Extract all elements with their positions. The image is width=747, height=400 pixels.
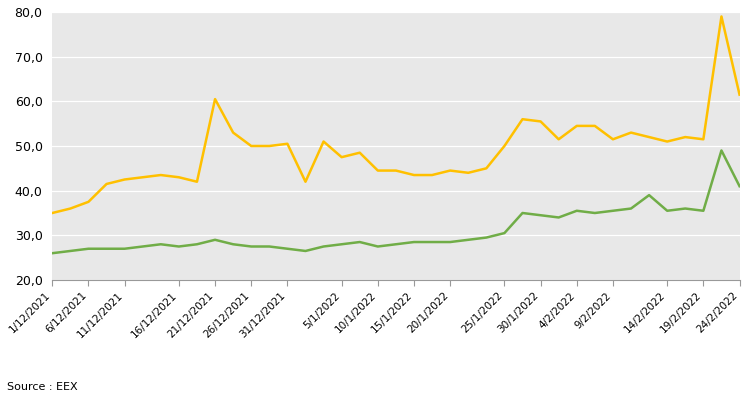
Cal 2024 bbox=[446, 240, 455, 244]
Cal 2024 bbox=[229, 242, 238, 247]
Cal 2023 bbox=[247, 144, 255, 148]
Cal 2024 bbox=[102, 246, 111, 251]
Cal 2023 bbox=[211, 97, 220, 102]
Cal 2023 bbox=[518, 117, 527, 122]
Cal 2024 bbox=[391, 242, 400, 247]
Cal 2024 bbox=[301, 248, 310, 253]
Cal 2023 bbox=[138, 175, 147, 180]
Text: Source : EEX: Source : EEX bbox=[7, 382, 78, 392]
Cal 2023 bbox=[409, 173, 418, 178]
Cal 2023 bbox=[427, 173, 436, 178]
Cal 2024 bbox=[84, 246, 93, 251]
Cal 2024 bbox=[247, 244, 255, 249]
Cal 2023 bbox=[572, 124, 581, 128]
Cal 2023 bbox=[120, 177, 129, 182]
Cal 2024 bbox=[717, 148, 726, 153]
Cal 2024 bbox=[319, 244, 328, 249]
Line: Cal 2023: Cal 2023 bbox=[52, 16, 740, 213]
Cal 2024 bbox=[409, 240, 418, 244]
Cal 2024 bbox=[627, 206, 636, 211]
Cal 2023 bbox=[283, 141, 292, 146]
Cal 2024 bbox=[66, 248, 75, 253]
Cal 2023 bbox=[663, 139, 672, 144]
Cal 2024 bbox=[374, 244, 382, 249]
Cal 2024 bbox=[283, 246, 292, 251]
Cal 2023 bbox=[229, 130, 238, 135]
Cal 2023 bbox=[265, 144, 274, 148]
Cal 2023 bbox=[48, 210, 57, 215]
Cal 2023 bbox=[391, 168, 400, 173]
Cal 2024 bbox=[356, 240, 365, 244]
Cal 2024 bbox=[156, 242, 165, 247]
Cal 2024 bbox=[427, 240, 436, 244]
Cal 2024 bbox=[482, 235, 491, 240]
Cal 2024 bbox=[609, 208, 618, 213]
Cal 2024 bbox=[699, 208, 708, 213]
Cal 2023 bbox=[156, 173, 165, 178]
Cal 2024 bbox=[337, 242, 346, 247]
Cal 2023 bbox=[446, 168, 455, 173]
Cal 2023 bbox=[301, 179, 310, 184]
Cal 2023 bbox=[174, 175, 183, 180]
Cal 2023 bbox=[464, 170, 473, 175]
Cal 2024 bbox=[735, 184, 744, 188]
Cal 2024 bbox=[554, 215, 563, 220]
Cal 2024 bbox=[265, 244, 274, 249]
Cal 2023 bbox=[735, 92, 744, 97]
Cal 2023 bbox=[627, 130, 636, 135]
Cal 2023 bbox=[337, 155, 346, 160]
Cal 2023 bbox=[536, 119, 545, 124]
Cal 2023 bbox=[699, 137, 708, 142]
Cal 2023 bbox=[66, 206, 75, 211]
Cal 2023 bbox=[500, 144, 509, 148]
Cal 2023 bbox=[84, 200, 93, 204]
Cal 2023 bbox=[356, 150, 365, 155]
Cal 2024 bbox=[590, 210, 599, 215]
Cal 2023 bbox=[102, 182, 111, 186]
Cal 2024 bbox=[645, 193, 654, 198]
Cal 2023 bbox=[193, 179, 202, 184]
Cal 2024 bbox=[174, 244, 183, 249]
Cal 2023 bbox=[482, 166, 491, 171]
Cal 2023 bbox=[645, 135, 654, 140]
Cal 2024 bbox=[120, 246, 129, 251]
Cal 2023 bbox=[717, 14, 726, 19]
Cal 2024 bbox=[193, 242, 202, 247]
Cal 2023 bbox=[590, 124, 599, 128]
Cal 2023 bbox=[554, 137, 563, 142]
Cal 2024 bbox=[572, 208, 581, 213]
Cal 2024 bbox=[518, 210, 527, 215]
Cal 2023 bbox=[319, 139, 328, 144]
Cal 2024 bbox=[663, 208, 672, 213]
Cal 2024 bbox=[500, 231, 509, 236]
Cal 2024 bbox=[536, 213, 545, 218]
Cal 2023 bbox=[374, 168, 382, 173]
Cal 2024 bbox=[138, 244, 147, 249]
Cal 2024 bbox=[211, 237, 220, 242]
Cal 2024 bbox=[464, 237, 473, 242]
Cal 2024 bbox=[681, 206, 689, 211]
Cal 2024 bbox=[48, 251, 57, 256]
Line: Cal 2024: Cal 2024 bbox=[52, 150, 740, 253]
Cal 2023 bbox=[681, 135, 689, 140]
Cal 2023 bbox=[609, 137, 618, 142]
